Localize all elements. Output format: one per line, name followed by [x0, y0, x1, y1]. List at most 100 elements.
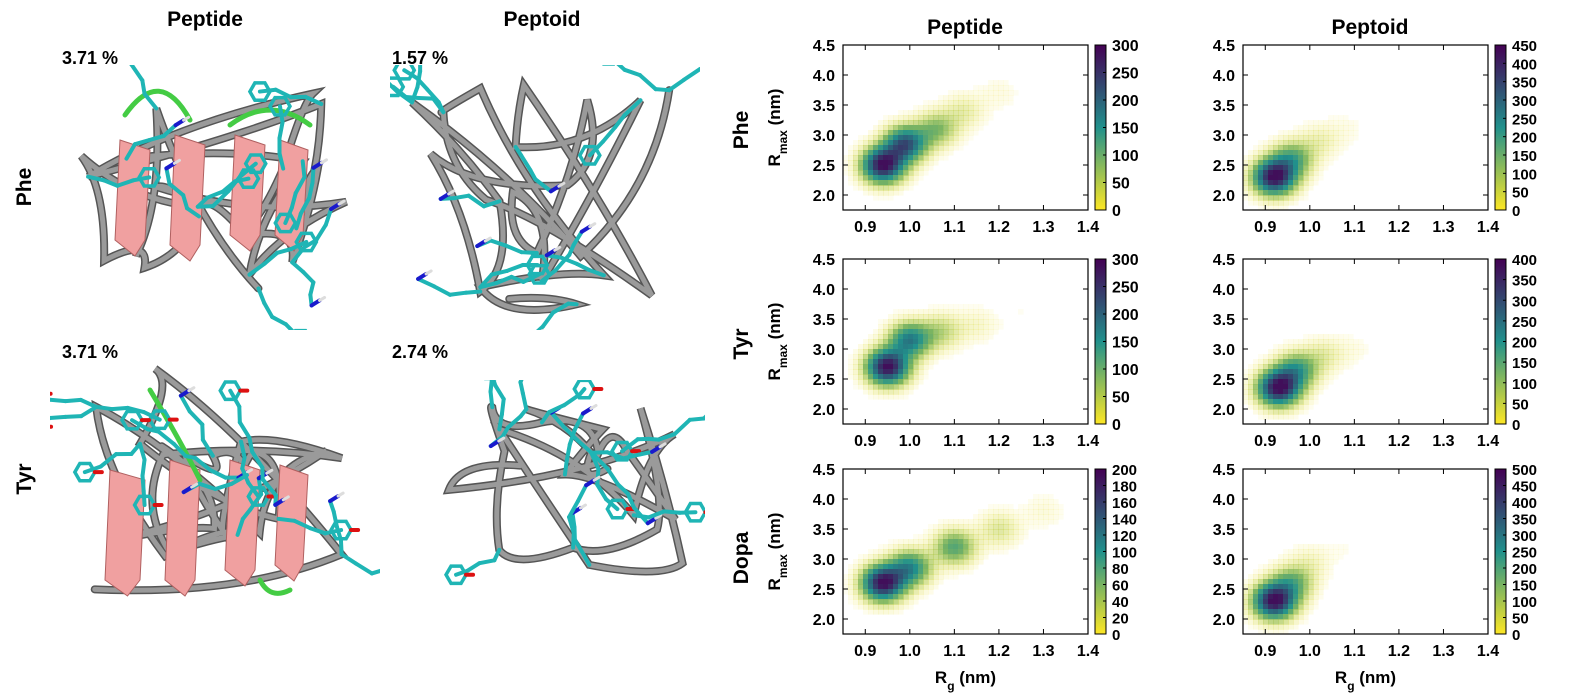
heatmap-cell [1348, 344, 1354, 350]
heatmap-cell [978, 524, 984, 530]
heatmap-cell [863, 170, 869, 176]
heatmap-cell [1318, 155, 1324, 161]
heatmap-cell [868, 339, 874, 345]
heatmap-cell [1318, 594, 1324, 600]
heatmap-cell [863, 554, 869, 560]
heatmap-cell [983, 529, 989, 535]
heatmap-cell [878, 170, 884, 176]
heatmap-cell [1318, 574, 1324, 580]
colorbar-tick-label: 300 [1512, 528, 1537, 545]
heatmap-cell [903, 579, 909, 585]
heatmap-cell [998, 534, 1004, 540]
y-tick-label: 3.0 [813, 552, 835, 569]
heatmap-cell [888, 339, 894, 345]
heatmap-cell [1303, 349, 1309, 355]
heatmap-cell [963, 534, 969, 540]
heatmap-cell [1298, 594, 1304, 600]
heatmap-cell [933, 120, 939, 126]
colorbar-tick-label: 200 [1112, 462, 1137, 479]
heatmap-cell [1323, 584, 1329, 590]
heatmap-cell [948, 574, 954, 580]
heatmap-cell [963, 120, 969, 126]
heatmap-cell [1003, 95, 1009, 101]
heatmap-cell [868, 170, 874, 176]
heatmap-cell [1308, 599, 1314, 605]
heatmap-cell [963, 100, 969, 106]
heatmap-cell [948, 564, 954, 570]
heatmap-cell [1313, 569, 1319, 575]
heatmap-cell [858, 589, 864, 595]
heatmap-cell [1328, 379, 1334, 385]
heatmap-cell [1283, 559, 1289, 565]
heatmap-cell [898, 554, 904, 560]
heatmap-cell [1028, 519, 1034, 525]
heatmap-cell [963, 90, 969, 96]
heatmap-cell [913, 125, 919, 131]
heatmap-cell [973, 549, 979, 555]
heatmap-cell [993, 80, 999, 86]
heatmap-cell [1303, 404, 1309, 410]
heatmap-cell [1343, 125, 1349, 131]
heatmap-cell [1333, 549, 1339, 555]
heatmap-cell [1313, 384, 1319, 390]
heatmap-cell [913, 549, 919, 555]
heatmap-cell [943, 529, 949, 535]
heatmap-cell [1323, 165, 1329, 171]
heatmap-cell [933, 529, 939, 535]
heatmap-cell [873, 564, 879, 570]
heatmap-cell [1308, 364, 1314, 370]
heatmap-cell [1298, 190, 1304, 196]
heatmap-cell [1318, 589, 1324, 595]
heatmap-cell [928, 120, 934, 126]
heatmap-cell [898, 559, 904, 565]
heatmap-cell [873, 354, 879, 360]
y-tick-label: 4.0 [1213, 492, 1235, 509]
heatmap-cell [878, 140, 884, 146]
side-chain [536, 301, 579, 330]
heatmap-cell [883, 170, 889, 176]
heatmap-cell [1313, 399, 1319, 405]
heatmap-cell [1353, 344, 1359, 350]
plot-col-header-peptide: Peptide [927, 16, 1003, 39]
x-tick-label: 1.2 [1388, 219, 1410, 236]
heatmap-cell [918, 105, 924, 111]
heatmap-cell [1323, 339, 1329, 345]
heatmap-cell [918, 160, 924, 166]
heatmap-cell [1298, 394, 1304, 400]
heatmap-cell [1353, 339, 1359, 345]
heatmap-cell [1273, 190, 1279, 196]
heatmap-cell [903, 389, 909, 395]
heatmap-cell [1038, 499, 1044, 505]
heatmap-cell [1263, 364, 1269, 370]
heatmap-cell [1298, 544, 1304, 550]
heatmap-cell [1038, 509, 1044, 515]
heatmap-cell [1303, 334, 1309, 340]
heatmap-cell [1033, 524, 1039, 530]
heatmap-cell [1268, 599, 1274, 605]
heatmap-cell [963, 544, 969, 550]
heatmap-cell [933, 309, 939, 315]
heatmap-cell [953, 115, 959, 121]
heatmap-cell [928, 304, 934, 310]
heatmap-cell [993, 549, 999, 555]
side-chain [562, 404, 598, 477]
heatmap-cell [878, 379, 884, 385]
heatmap-cell [1293, 195, 1299, 201]
heatmap-cell [998, 324, 1004, 330]
heatmap-cell [1253, 190, 1259, 196]
heatmap-cell [1313, 140, 1319, 146]
heatmap-cell [898, 140, 904, 146]
heatmap-cell [893, 369, 899, 375]
heatmap-cell [878, 344, 884, 350]
heatmap-cell [963, 339, 969, 345]
turn-segment [227, 107, 313, 128]
y-tick-label: 3.5 [813, 98, 835, 115]
x-tick-label: 1.4 [1077, 433, 1099, 450]
heatmap-cell [1318, 559, 1324, 565]
heatmap-cell [1313, 354, 1319, 360]
colorbar-tick-label: 0 [1512, 203, 1520, 220]
heatmap-cell [1023, 529, 1029, 535]
heatmap-cell [963, 309, 969, 315]
heatmap-cell [1038, 524, 1044, 530]
heatmap-cell [1308, 584, 1314, 590]
